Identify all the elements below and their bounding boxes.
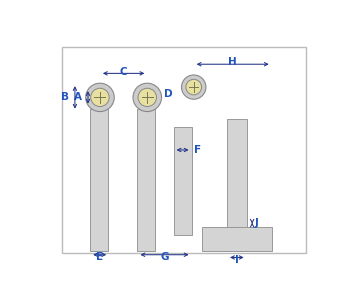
Text: C: C (120, 67, 127, 77)
Text: E: E (96, 252, 103, 263)
Circle shape (86, 83, 114, 112)
Text: D: D (164, 89, 172, 99)
Bar (62, 47, 307, 253)
Bar (202, 227, 272, 251)
Text: B: B (61, 92, 69, 102)
Text: J: J (255, 218, 259, 228)
Circle shape (138, 88, 157, 107)
Circle shape (182, 75, 206, 99)
Bar (137, 109, 155, 251)
Circle shape (91, 88, 109, 107)
Text: A: A (74, 92, 82, 102)
Text: I: I (235, 255, 239, 265)
Bar (227, 119, 247, 251)
Bar (173, 127, 192, 235)
Text: G: G (160, 252, 169, 263)
Circle shape (133, 83, 162, 112)
Text: F: F (194, 145, 201, 155)
Text: H: H (228, 57, 237, 67)
Circle shape (186, 79, 201, 95)
Bar (90, 109, 108, 251)
